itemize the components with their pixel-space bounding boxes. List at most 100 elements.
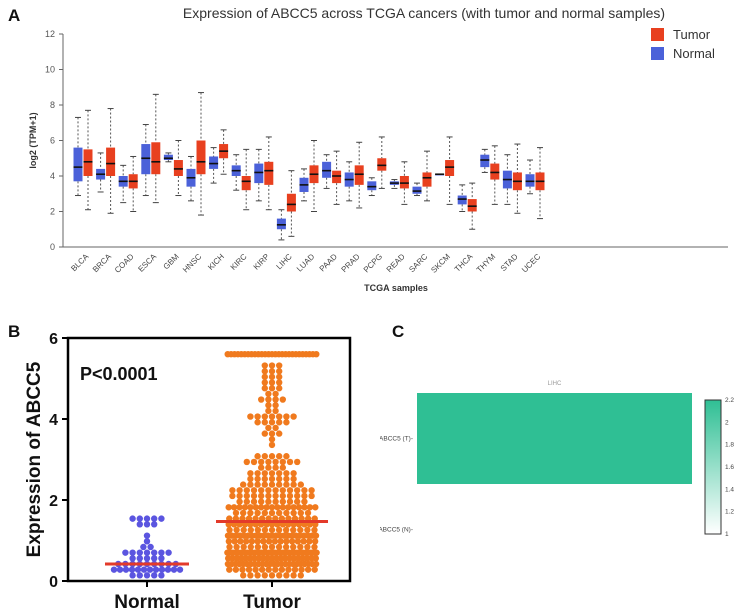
tumor-dot <box>229 555 236 562</box>
tumor-dot <box>265 407 272 415</box>
tumor-dot <box>276 413 283 420</box>
tumor-dot <box>236 504 243 511</box>
tumor-dot <box>236 498 243 505</box>
box-normal-pcpg-box <box>367 181 377 191</box>
tumor-dot <box>272 402 279 409</box>
tumor-dot <box>297 509 304 517</box>
tumor-dot <box>308 487 315 494</box>
tumor-dot <box>277 555 284 562</box>
tumor-dot <box>254 572 261 579</box>
x-tick-label-tumor: Tumor <box>243 592 301 613</box>
tumor-dot <box>247 572 254 579</box>
y-tick-label: 4 <box>49 412 58 429</box>
box-tumor-gbm-box <box>173 160 183 176</box>
normal-dot <box>151 521 158 528</box>
tumor-dot <box>258 464 265 471</box>
normal-dot <box>158 549 165 556</box>
tumor-dot <box>276 385 283 392</box>
tumor-dot <box>294 498 301 505</box>
box-normal-esca-box <box>141 144 151 175</box>
tumor-dot <box>283 481 290 488</box>
tumor-dot <box>313 549 320 556</box>
colorbar-tick-label: 1.4 <box>725 486 734 493</box>
tumor-dot <box>279 504 287 511</box>
tumor-dot <box>283 413 290 420</box>
tumor-dot <box>294 458 301 466</box>
normal-dot <box>152 566 160 573</box>
tumor-dot <box>306 504 314 511</box>
tumor-dot <box>268 470 276 477</box>
y-tick-label: 0 <box>49 574 58 591</box>
tumor-dot <box>268 475 276 483</box>
normal-dot <box>143 572 151 579</box>
tumor-dot <box>311 538 319 545</box>
tumor-dot <box>247 504 254 511</box>
tumor-dot <box>232 509 240 517</box>
tumor-dot <box>272 458 279 466</box>
tumor-dot <box>258 492 265 500</box>
normal-dot <box>165 549 172 556</box>
tumor-dot <box>311 526 318 534</box>
tumor-dot <box>290 543 297 551</box>
tumor-dot <box>283 470 290 477</box>
tumor-dot <box>229 492 236 500</box>
tumor-dot <box>272 487 279 494</box>
tumor-dot <box>285 504 292 511</box>
tumor-dot <box>254 509 261 517</box>
tumor-dot <box>261 430 268 437</box>
x-tick-label-gbm: GBM <box>162 252 181 271</box>
panel-b-label: B <box>8 322 21 341</box>
tumor-dot <box>252 504 259 511</box>
box-tumor-kirp-box <box>264 161 274 185</box>
tumor-dot <box>300 538 307 545</box>
tumor-dot <box>278 566 286 573</box>
tumor-dot <box>276 419 283 426</box>
tumor-dot <box>226 543 233 551</box>
tumor-dot <box>252 566 259 573</box>
tumor-dot <box>246 555 254 562</box>
panel-a-label: A <box>8 6 21 25</box>
x-tick-label-esca: ESCA <box>136 252 158 274</box>
tumor-dot <box>247 543 254 551</box>
tumor-dot <box>272 498 279 505</box>
tumor-dot <box>283 475 290 483</box>
tumor-dot <box>297 572 304 579</box>
tumor-dot <box>268 453 276 460</box>
tumor-dot <box>261 453 268 460</box>
normal-dot <box>136 515 143 522</box>
tumor-dot <box>241 504 249 511</box>
tumor-dot <box>261 475 268 483</box>
y-tick-label: 6 <box>49 331 58 348</box>
plot-frame <box>66 336 352 583</box>
tumor-dot <box>254 526 262 534</box>
tumor-dot <box>231 538 238 545</box>
tumor-dot <box>261 368 268 375</box>
tumor-dot <box>250 492 258 500</box>
tumor-dot <box>304 543 311 551</box>
x-tick-label-thym: THYM <box>475 252 498 275</box>
tumor-dot <box>268 368 276 375</box>
tumor-dot <box>311 566 318 573</box>
tumor-dot <box>247 526 254 534</box>
tumor-dot <box>283 572 290 579</box>
tumor-dot <box>265 492 272 500</box>
tumor-dot <box>250 498 258 505</box>
tumor-dot <box>258 458 265 466</box>
tumor-dot <box>254 470 261 477</box>
y-tick-label: 2 <box>50 207 55 217</box>
colorbar-tick-label: 1 <box>725 531 729 538</box>
tumor-dot <box>286 487 294 494</box>
tumor-dot <box>250 487 258 494</box>
normal-dot <box>170 566 178 573</box>
colorbar-tick-label: 1.6 <box>725 464 734 471</box>
tumor-dot <box>236 487 243 494</box>
normal-dot <box>147 543 154 551</box>
tumor-dot <box>268 555 276 562</box>
boxplot-chart: Expression of ABCC5 across TCGA cancers … <box>28 5 728 293</box>
normal-dot <box>136 572 143 579</box>
tumor-dot <box>301 487 308 494</box>
tumor-dot <box>240 526 247 534</box>
x-tick-label-thca: THCA <box>453 252 475 274</box>
tumor-dot <box>243 458 250 466</box>
